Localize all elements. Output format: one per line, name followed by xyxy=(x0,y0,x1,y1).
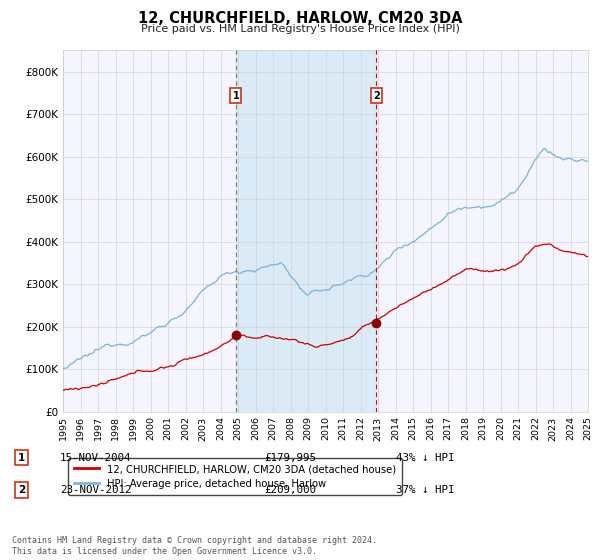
Text: 2: 2 xyxy=(18,485,25,495)
Text: 23-NOV-2012: 23-NOV-2012 xyxy=(60,485,131,495)
Text: £209,000: £209,000 xyxy=(264,485,316,495)
Legend: 12, CHURCHFIELD, HARLOW, CM20 3DA (detached house), HPI: Average price, detached: 12, CHURCHFIELD, HARLOW, CM20 3DA (detac… xyxy=(68,458,402,495)
Text: 37% ↓ HPI: 37% ↓ HPI xyxy=(396,485,455,495)
Text: 1: 1 xyxy=(233,91,239,101)
Bar xyxy=(236,50,376,412)
Text: 15-NOV-2004: 15-NOV-2004 xyxy=(60,452,131,463)
Text: £179,995: £179,995 xyxy=(264,452,316,463)
Text: 2: 2 xyxy=(373,91,380,101)
Text: 1: 1 xyxy=(18,452,25,463)
Text: Price paid vs. HM Land Registry's House Price Index (HPI): Price paid vs. HM Land Registry's House … xyxy=(140,24,460,34)
Text: Contains HM Land Registry data © Crown copyright and database right 2024.
This d: Contains HM Land Registry data © Crown c… xyxy=(12,536,377,556)
Text: 12, CHURCHFIELD, HARLOW, CM20 3DA: 12, CHURCHFIELD, HARLOW, CM20 3DA xyxy=(138,11,462,26)
Text: 43% ↓ HPI: 43% ↓ HPI xyxy=(396,452,455,463)
